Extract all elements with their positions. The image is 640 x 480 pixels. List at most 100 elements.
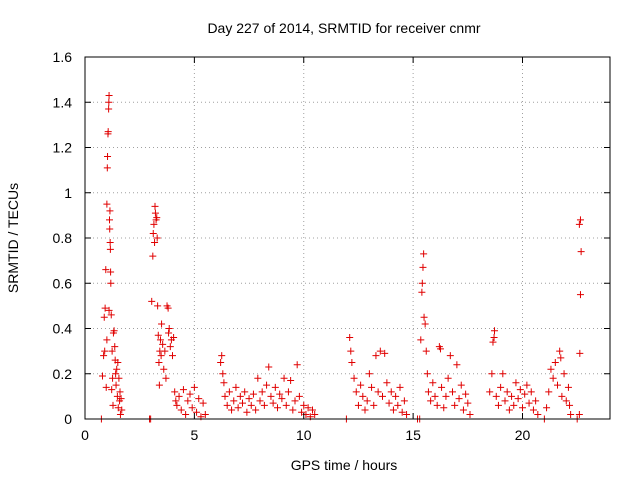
data-point: [370, 401, 378, 409]
plot-frame: [84, 56, 611, 420]
data-point: [400, 397, 408, 405]
data-point: [105, 306, 113, 314]
x-tick-label: 15: [405, 427, 421, 443]
data-point: [101, 347, 109, 355]
data-point: [252, 406, 260, 414]
data-point: [184, 397, 192, 405]
data-point: [348, 358, 356, 366]
data-point: [106, 225, 114, 233]
data-point: [254, 374, 262, 382]
data-point: [547, 365, 555, 373]
data-point: [151, 209, 159, 217]
data-point: [258, 388, 266, 396]
data-point: [162, 374, 170, 382]
data-point: [501, 397, 509, 405]
data-point: [173, 401, 181, 409]
data-point: [158, 320, 166, 328]
data-points: [97, 91, 585, 423]
data-point: [421, 320, 429, 328]
data-point: [418, 288, 426, 296]
data-point: [278, 395, 286, 403]
data-point: [109, 401, 117, 409]
data-point: [282, 401, 290, 409]
data-point: [418, 279, 426, 287]
data-point: [420, 250, 428, 258]
data-point: [199, 399, 207, 407]
data-point: [372, 352, 380, 360]
data-point: [223, 401, 231, 409]
data-point: [389, 406, 397, 414]
data-point: [190, 383, 198, 391]
data-point: [529, 406, 537, 414]
data-point: [113, 392, 121, 400]
data-point: [376, 347, 384, 355]
data-point: [269, 399, 277, 407]
data-point: [280, 374, 288, 382]
data-point: [154, 331, 162, 339]
data-point: [118, 406, 126, 414]
data-point: [289, 406, 297, 414]
data-point: [492, 392, 500, 400]
data-point: [365, 370, 373, 378]
data-point: [453, 361, 461, 369]
y-tick-label: 0.4: [53, 321, 73, 337]
data-point: [575, 220, 583, 228]
data-point: [442, 392, 450, 400]
data-point: [566, 401, 574, 409]
data-point: [100, 313, 108, 321]
data-point: [108, 347, 116, 355]
data-point: [554, 381, 561, 389]
data-point: [403, 410, 411, 418]
data-point: [234, 404, 242, 412]
data-point: [350, 374, 358, 382]
data-point: [457, 381, 465, 389]
data-point: [114, 358, 122, 366]
data-point: [549, 374, 557, 382]
data-point: [109, 374, 117, 382]
data-point: [108, 386, 116, 394]
data-point: [177, 406, 185, 414]
data-point: [383, 379, 391, 387]
data-point: [462, 390, 470, 398]
data-point: [159, 340, 167, 348]
data-point: [106, 239, 114, 247]
data-point: [102, 383, 110, 391]
data-point: [150, 220, 158, 228]
data-point: [394, 401, 402, 409]
data-point: [263, 381, 271, 389]
data-point: [217, 358, 225, 366]
data-point: [166, 343, 174, 351]
data-point: [241, 388, 249, 396]
data-point: [172, 397, 180, 405]
data-point: [228, 406, 236, 414]
data-point: [427, 397, 435, 405]
data-point: [274, 404, 281, 412]
y-tick-labels: 0 0.2 0.4 0.6 0.8 1 1.2 1.4 1.6: [53, 49, 73, 427]
data-point: [156, 336, 164, 344]
data-point: [201, 410, 209, 418]
data-point: [102, 266, 110, 274]
data-point: [534, 410, 542, 418]
grid-lines: [85, 57, 610, 419]
data-point: [155, 358, 163, 366]
data-point: [104, 153, 112, 161]
data-point: [385, 399, 393, 407]
data-point: [545, 388, 553, 396]
data-point: [103, 336, 111, 344]
data-point: [521, 390, 529, 398]
data-point: [239, 399, 246, 407]
data-point: [230, 397, 238, 405]
data-point: [157, 352, 165, 360]
y-axis-label: SRMTID / TECUs: [5, 183, 21, 293]
data-point: [287, 377, 295, 385]
data-point: [488, 370, 496, 378]
data-point: [165, 329, 173, 337]
x-tick-label: 5: [190, 427, 198, 443]
data-point: [560, 370, 568, 378]
data-point: [433, 401, 441, 409]
data-point: [422, 347, 430, 355]
data-point: [295, 392, 303, 400]
data-point: [107, 279, 115, 287]
data-point: [247, 401, 255, 409]
data-point: [486, 388, 494, 396]
